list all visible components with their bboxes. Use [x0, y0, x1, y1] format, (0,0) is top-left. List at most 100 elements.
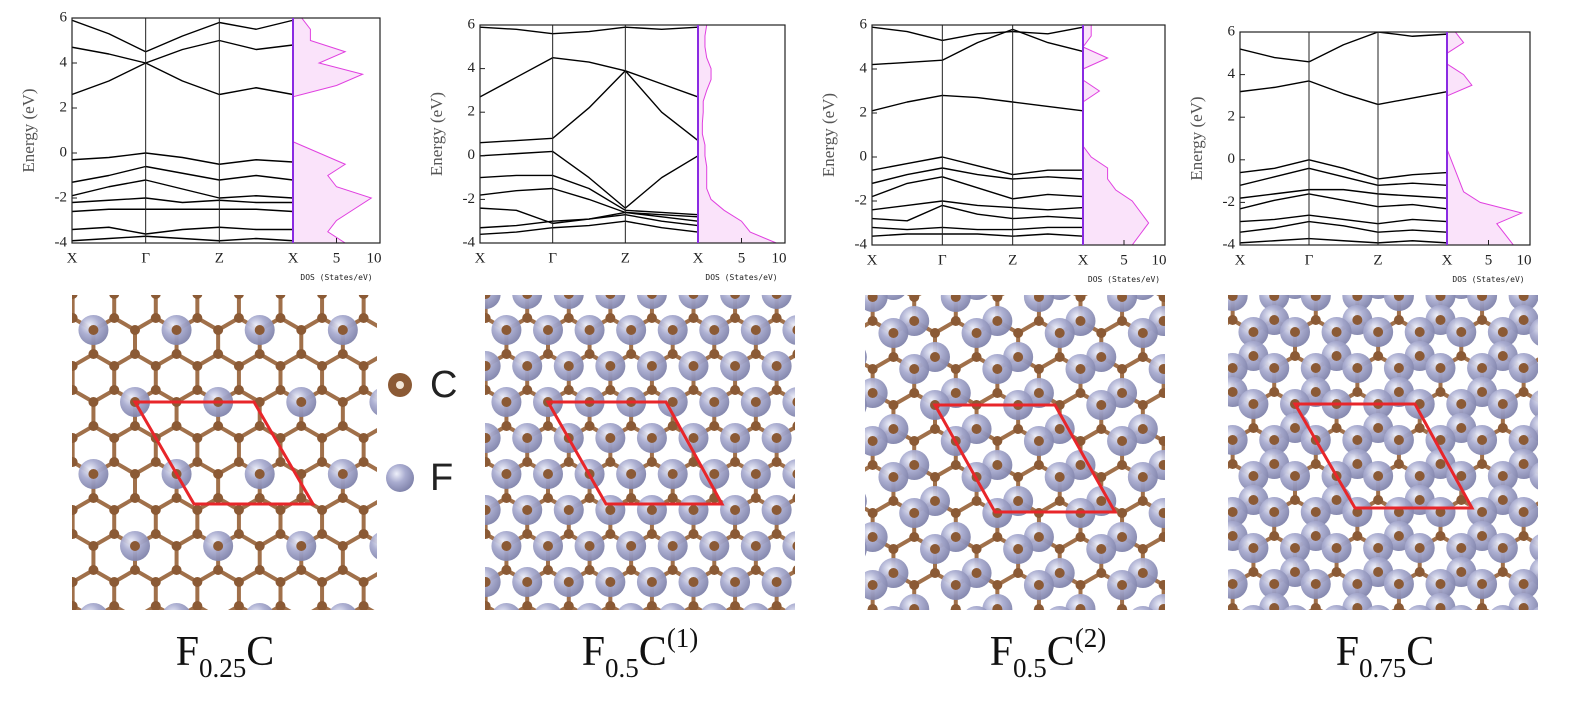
c-atom: [150, 505, 161, 515]
c-atom: [751, 637, 761, 647]
c-atom: [792, 469, 795, 479]
c-atom: [626, 421, 637, 431]
f-atom: [1488, 245, 1518, 275]
c-atom: [88, 421, 99, 431]
c-atom: [501, 349, 512, 359]
c-c-bond: [1162, 437, 1165, 443]
c-c-bond: [1157, 607, 1165, 610]
y-tick-label: 2: [1228, 109, 1236, 125]
band-line: [480, 26, 699, 35]
c-atom: [950, 364, 961, 374]
c-atom: [826, 604, 836, 614]
c-c-bond: [384, 426, 405, 438]
c-atom: [1054, 472, 1065, 482]
c-atom: [792, 421, 795, 431]
c-atom: [1497, 351, 1508, 361]
c-atom: [1415, 279, 1425, 289]
c-atom: [1560, 435, 1570, 445]
c-atom: [1207, 399, 1217, 409]
f-atom: [535, 603, 561, 610]
c-atom: [47, 277, 57, 287]
band-line: [72, 19, 294, 53]
c-atom: [1137, 544, 1148, 554]
x-tick-label: X: [693, 250, 704, 266]
c-atom: [888, 400, 899, 410]
c-atom: [296, 349, 307, 359]
c-atom: [792, 277, 802, 287]
c-atom: [1435, 387, 1446, 397]
c-c-bond: [797, 570, 818, 582]
band-line: [72, 39, 294, 64]
f-atom: [512, 295, 543, 309]
c-atom: [522, 505, 533, 515]
c-c-bond: [1162, 581, 1165, 587]
c-atom: [1033, 436, 1044, 446]
f-atom: [1508, 593, 1538, 610]
f-atom: [1197, 413, 1227, 443]
c-c-bond: [1434, 295, 1442, 298]
c-atom: [1158, 364, 1165, 374]
f-atom: [761, 295, 792, 309]
c-atom: [750, 349, 761, 359]
c-atom: [275, 601, 286, 610]
c-atom: [72, 601, 78, 610]
c-atom: [1096, 352, 1107, 362]
c-atom: [1435, 315, 1446, 325]
c-atom: [1075, 364, 1086, 374]
c-atom: [1477, 315, 1488, 325]
f-atom: [1169, 486, 1199, 516]
c-atom: [867, 604, 878, 610]
band-line: [1240, 237, 1448, 244]
c-c-bond: [278, 295, 280, 296]
dos-tick-label: 5: [738, 250, 746, 266]
c-atom: [72, 529, 78, 539]
f-atom: [595, 295, 626, 309]
c-atom: [1117, 580, 1128, 590]
c-c-bond: [1191, 464, 1212, 476]
c-atom: [1055, 280, 1065, 290]
c-atom: [88, 565, 99, 575]
c-atom: [296, 325, 307, 335]
c-c-bond: [485, 532, 487, 537]
c-c-bond: [72, 316, 74, 321]
c-atom: [1075, 316, 1086, 326]
f-atom: [1197, 269, 1227, 299]
c-atom: [1539, 423, 1549, 433]
c-atom: [275, 313, 286, 323]
c-atom: [1013, 472, 1024, 482]
c-atom: [950, 295, 961, 302]
c-c-bond: [1162, 535, 1165, 541]
f-atom: [450, 603, 480, 633]
c-atom: [826, 508, 836, 518]
c-atom: [1248, 543, 1259, 553]
c-atom: [792, 613, 802, 623]
x-tick-label: Z: [621, 250, 630, 266]
c-atom: [72, 457, 78, 467]
c-atom: [1352, 363, 1363, 373]
c-atom: [1207, 279, 1217, 289]
c-atom: [1054, 496, 1065, 506]
c-c-bond: [1481, 295, 1488, 298]
c-atom: [1393, 579, 1404, 589]
c-atom: [992, 460, 1003, 470]
band-line: [872, 204, 1084, 222]
c-c-bond: [384, 498, 405, 510]
c-atom: [813, 313, 823, 323]
f-atom: [865, 541, 867, 557]
c-atom: [1352, 387, 1363, 397]
c-atom: [992, 604, 1003, 610]
c-atom: [501, 637, 511, 647]
c-c-bond: [797, 318, 818, 330]
c-atom: [296, 637, 306, 647]
f-atom: [1176, 593, 1206, 623]
band-line: [72, 208, 294, 213]
f-atom: [837, 630, 867, 660]
c-atom: [485, 529, 491, 539]
c-c-bond: [1544, 320, 1565, 332]
c-atom: [1075, 460, 1086, 470]
y-tick-label: -2: [463, 191, 476, 207]
c-c-bond: [72, 388, 74, 393]
c-atom: [88, 325, 99, 335]
c-c-bond: [1191, 392, 1212, 404]
c-atom: [1137, 424, 1148, 434]
